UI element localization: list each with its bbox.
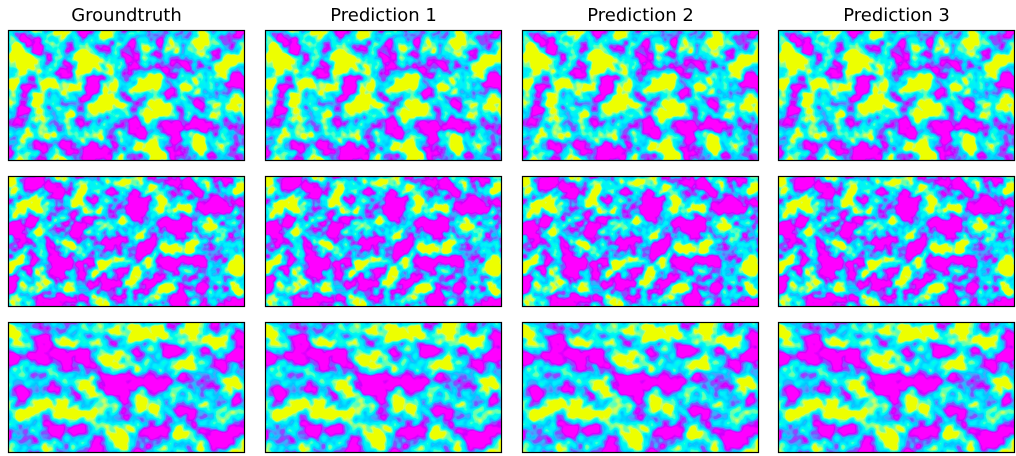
panel-frame <box>777 29 1016 162</box>
heatmap-image <box>522 30 759 161</box>
panel <box>7 321 246 454</box>
heatmap-image <box>265 176 502 307</box>
column-title: Groundtruth <box>71 5 182 26</box>
panel-frame <box>521 29 760 162</box>
panel <box>521 175 760 308</box>
panel-frame <box>264 29 503 162</box>
heatmap-image <box>265 322 502 453</box>
heatmap-image <box>778 322 1015 453</box>
panel <box>777 29 1016 162</box>
panel-frame <box>521 321 760 454</box>
heatmap-image <box>8 176 245 307</box>
panel <box>264 29 503 162</box>
heatmap-image <box>265 30 502 161</box>
panel-frame <box>264 175 503 308</box>
column-title: Prediction 2 <box>587 5 694 26</box>
panel <box>7 175 246 308</box>
panel-frame <box>7 321 246 454</box>
heatmap-image <box>8 30 245 161</box>
panel-frame <box>7 175 246 308</box>
panel-frame <box>777 175 1016 308</box>
heatmap-image <box>778 30 1015 161</box>
panel-frame <box>521 175 760 308</box>
panel <box>777 321 1016 454</box>
panel <box>521 321 760 454</box>
heatmap-image <box>8 322 245 453</box>
panel-frame <box>264 321 503 454</box>
column-title: Prediction 1 <box>330 5 437 26</box>
panel-frame <box>777 321 1016 454</box>
panel <box>521 29 760 162</box>
heatmap-image <box>522 322 759 453</box>
panel <box>264 175 503 308</box>
panel <box>7 29 246 162</box>
heatmap-image <box>778 176 1015 307</box>
panel <box>264 321 503 454</box>
heatmap-image <box>522 176 759 307</box>
panel <box>777 175 1016 308</box>
column-title: Prediction 3 <box>843 5 950 26</box>
panel-frame <box>7 29 246 162</box>
